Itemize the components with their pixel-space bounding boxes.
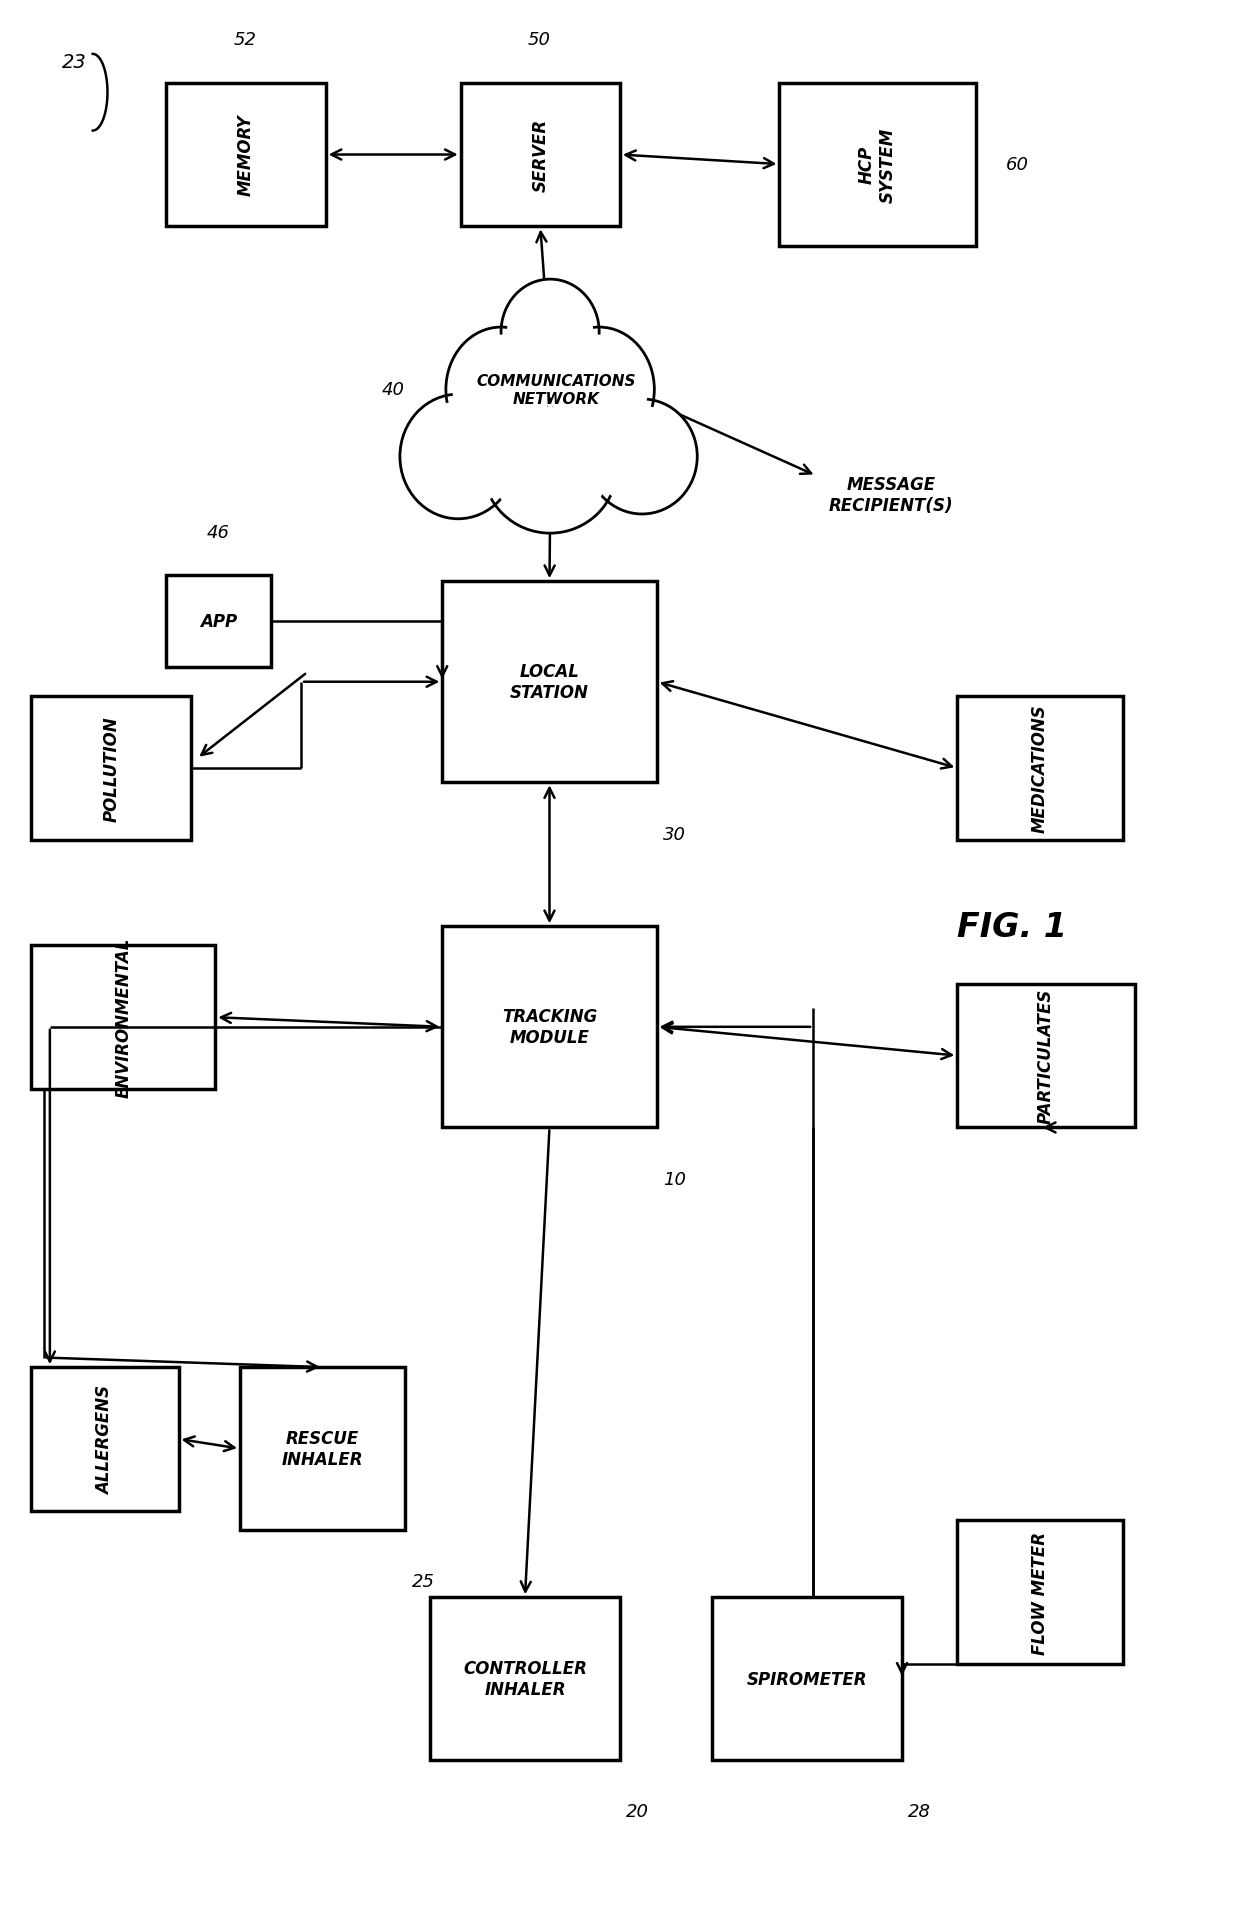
- FancyBboxPatch shape: [443, 581, 657, 784]
- FancyBboxPatch shape: [31, 946, 216, 1090]
- Text: SPIROMETER: SPIROMETER: [746, 1669, 867, 1687]
- Text: TRACKING
MODULE: TRACKING MODULE: [502, 1007, 598, 1046]
- Text: ALLERGENS: ALLERGENS: [95, 1384, 114, 1494]
- Text: 40: 40: [382, 380, 404, 400]
- Text: 52: 52: [234, 31, 257, 48]
- FancyBboxPatch shape: [460, 83, 620, 228]
- FancyBboxPatch shape: [166, 575, 270, 668]
- Text: 30: 30: [663, 826, 686, 843]
- Text: FIG. 1: FIG. 1: [957, 911, 1068, 944]
- Text: HCP
SYSTEM: HCP SYSTEM: [858, 127, 897, 203]
- Text: RESCUE
INHALER: RESCUE INHALER: [281, 1430, 363, 1469]
- Text: POLLUTION: POLLUTION: [102, 716, 120, 822]
- Text: 20: 20: [626, 1803, 649, 1820]
- Ellipse shape: [407, 403, 510, 511]
- Ellipse shape: [491, 407, 609, 525]
- FancyBboxPatch shape: [443, 926, 657, 1127]
- FancyBboxPatch shape: [712, 1598, 901, 1760]
- Ellipse shape: [482, 400, 618, 535]
- Ellipse shape: [446, 328, 557, 452]
- Text: 46: 46: [206, 523, 229, 542]
- FancyBboxPatch shape: [957, 697, 1122, 840]
- Text: 10: 10: [663, 1170, 686, 1189]
- FancyBboxPatch shape: [957, 984, 1135, 1127]
- FancyBboxPatch shape: [166, 83, 326, 228]
- Ellipse shape: [453, 336, 549, 446]
- Text: 60: 60: [1006, 156, 1029, 174]
- Text: 23: 23: [62, 52, 87, 71]
- Ellipse shape: [507, 286, 593, 378]
- FancyBboxPatch shape: [31, 697, 191, 840]
- Text: MESSAGE
RECIPIENT(S): MESSAGE RECIPIENT(S): [828, 477, 954, 515]
- Ellipse shape: [587, 400, 697, 515]
- FancyBboxPatch shape: [239, 1366, 405, 1530]
- FancyBboxPatch shape: [31, 1366, 179, 1511]
- Text: MEDICATIONS: MEDICATIONS: [1030, 704, 1049, 834]
- Text: APP: APP: [200, 614, 237, 631]
- Text: CONTROLLER
INHALER: CONTROLLER INHALER: [463, 1660, 587, 1698]
- FancyBboxPatch shape: [430, 1598, 620, 1760]
- Text: PARTICULATES: PARTICULATES: [1037, 988, 1055, 1123]
- FancyBboxPatch shape: [957, 1521, 1122, 1664]
- Text: ENVIRONMENTAL: ENVIRONMENTAL: [114, 938, 133, 1098]
- Text: LOCAL
STATION: LOCAL STATION: [510, 664, 589, 703]
- Ellipse shape: [501, 280, 599, 386]
- Text: 50: 50: [528, 31, 551, 48]
- Text: COMMUNICATIONS
NETWORK: COMMUNICATIONS NETWORK: [476, 374, 636, 407]
- Ellipse shape: [544, 328, 655, 452]
- Text: FLOW METER: FLOW METER: [1030, 1530, 1049, 1654]
- Text: 28: 28: [908, 1803, 931, 1820]
- FancyBboxPatch shape: [780, 83, 976, 247]
- Ellipse shape: [551, 336, 647, 446]
- Text: 25: 25: [412, 1573, 434, 1590]
- Ellipse shape: [594, 407, 691, 508]
- Text: SERVER: SERVER: [531, 120, 549, 191]
- Ellipse shape: [401, 396, 516, 519]
- Text: MEMORY: MEMORY: [237, 114, 255, 197]
